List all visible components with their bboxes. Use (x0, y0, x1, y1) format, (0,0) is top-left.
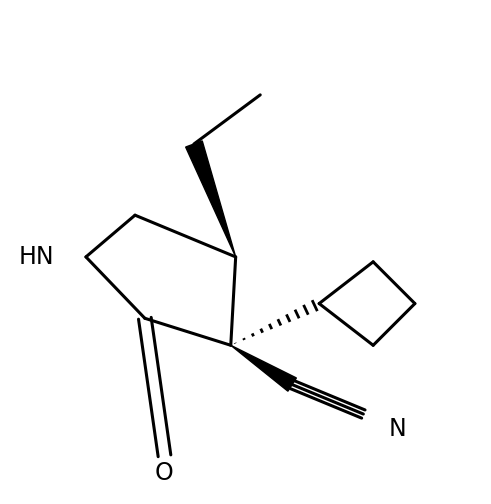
Text: N: N (389, 417, 407, 441)
Text: O: O (155, 461, 174, 485)
Polygon shape (231, 345, 297, 391)
Polygon shape (186, 141, 236, 257)
Text: HN: HN (19, 245, 55, 269)
